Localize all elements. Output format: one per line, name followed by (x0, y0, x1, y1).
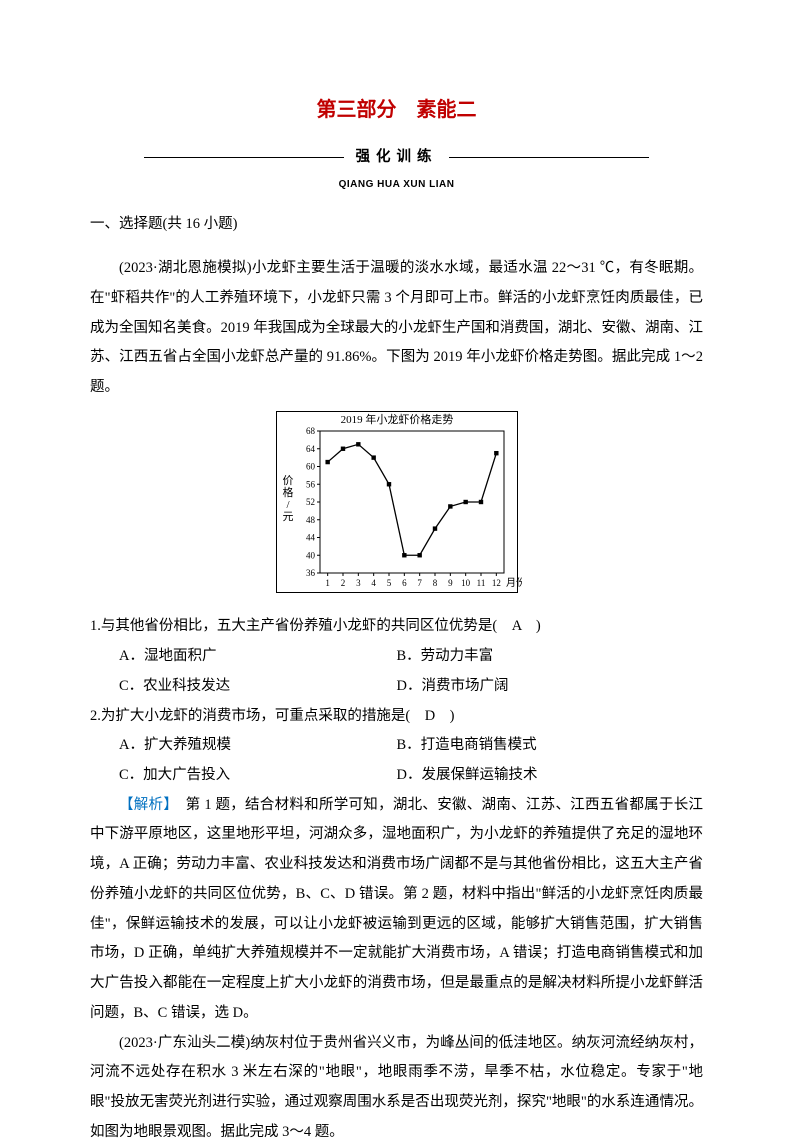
svg-text:月份: 月份 (506, 577, 522, 589)
divider-pinyin: QIANG HUA XUN LIAN (90, 175, 703, 196)
divider-line-left (144, 157, 344, 158)
svg-text:12: 12 (491, 578, 500, 588)
q1-option-a: A．湿地面积广 (90, 642, 397, 672)
q1-options: A．湿地面积广 B．劳动力丰富 C．农业科技发达 D．消费市场广阔 (90, 642, 703, 701)
svg-text:11: 11 (476, 578, 485, 588)
q1-stem: 1.与其他省份相比，五大主产省份养殖小龙虾的共同区位优势是( A ) (90, 612, 703, 642)
page: 第三部分 素能二 强化训练 QIANG HUA XUN LIAN 一、选择题(共… (0, 0, 793, 1122)
svg-text:6: 6 (402, 578, 407, 588)
svg-text:2019 年小龙虾价格走势: 2019 年小龙虾价格走势 (340, 412, 453, 426)
svg-text:3: 3 (356, 578, 361, 588)
q2-stem: 2.为扩大小龙虾的消费市场，可重点采取的措施是( D ) (90, 702, 703, 732)
svg-text:2: 2 (340, 578, 345, 588)
q1-option-d: D．消费市场广阔 (397, 672, 704, 702)
q2-option-d: D．发展保鲜运输技术 (397, 761, 704, 791)
intro-passage-1: (2023·湖北恩施模拟)小龙虾主要生活于温暖的淡水水域，最适水温 22～31 … (90, 254, 703, 403)
section-heading: 一、选择题(共 16 小题) (90, 210, 703, 240)
svg-text:36: 36 (306, 568, 316, 578)
svg-text:9: 9 (448, 578, 453, 588)
page-title: 第三部分 素能二 (90, 90, 703, 131)
svg-text:60: 60 (306, 461, 316, 471)
analysis-1-text: 第 1 题，结合材料和所学可知，湖北、安徽、湖南、江苏、江西五省都属于长江中下游… (90, 797, 703, 1021)
divider-line-right (449, 157, 649, 158)
q1-option-b: B．劳动力丰富 (397, 642, 704, 672)
svg-text:44: 44 (306, 532, 316, 542)
svg-text:68: 68 (306, 426, 316, 436)
q1-option-c: C．农业科技发达 (90, 672, 397, 702)
svg-text:56: 56 (306, 479, 316, 489)
svg-text:52: 52 (306, 497, 315, 507)
q2-option-c: C．加大广告投入 (90, 761, 397, 791)
divider-label: 强化训练 (348, 149, 446, 165)
svg-text:48: 48 (306, 514, 316, 524)
chart-svg: 2019 年小龙虾价格走势364044485256606468123456789… (272, 407, 522, 597)
svg-text:40: 40 (306, 550, 316, 560)
svg-text:8: 8 (432, 578, 437, 588)
svg-text:10: 10 (461, 578, 471, 588)
svg-text:价格/元: 价格/元 (282, 474, 293, 523)
title-text: 第三部分 素能二 (317, 99, 477, 121)
svg-text:1: 1 (325, 578, 330, 588)
svg-text:4: 4 (371, 578, 376, 588)
analysis-label: 【解析】 (119, 797, 171, 813)
svg-text:7: 7 (417, 578, 422, 588)
q2-option-a: A．扩大养殖规模 (90, 731, 397, 761)
q2-options: A．扩大养殖规模 B．打造电商销售模式 C．加大广告投入 D．发展保鲜运输技术 (90, 731, 703, 790)
intro-passage-2: (2023·广东汕头二模)纳灰村位于贵州省兴义市，为峰丛间的低洼地区。纳灰河流经… (90, 1029, 703, 1147)
section-divider: 强化训练 (117, 143, 677, 173)
price-chart: 2019 年小龙虾价格走势364044485256606468123456789… (90, 407, 703, 609)
q2-option-b: B．打造电商销售模式 (397, 731, 704, 761)
svg-text:64: 64 (306, 443, 316, 453)
svg-text:5: 5 (386, 578, 391, 588)
analysis-1: 【解析】 第 1 题，结合材料和所学可知，湖北、安徽、湖南、江苏、江西五省都属于… (90, 791, 703, 1029)
